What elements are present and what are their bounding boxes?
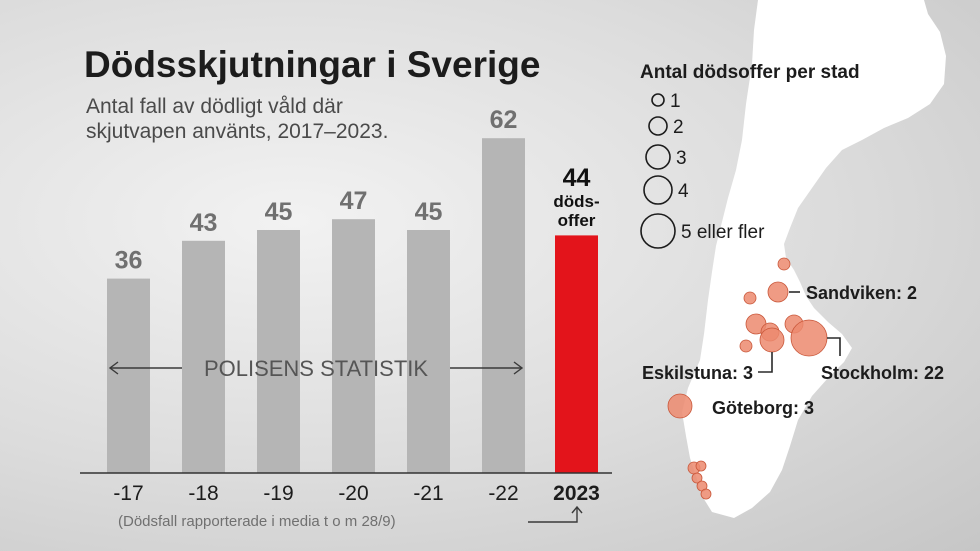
x-tick-label: -19 (263, 482, 293, 505)
legend-bubble (645, 144, 671, 170)
city-bubble (700, 488, 712, 500)
city-bubble-sandviken (767, 281, 789, 303)
bar (482, 138, 525, 473)
bar (182, 240, 225, 473)
highlight-unit-line-2: offer (558, 211, 596, 230)
x-tick-label: -18 (188, 482, 218, 505)
sweden-land (682, 0, 946, 518)
city-bubble (743, 291, 757, 305)
city-label-eskilstuna: Eskilstuna: 3 (642, 363, 753, 383)
legend-label: 5 eller fler (681, 222, 765, 243)
footnote-pointer-head (571, 505, 583, 514)
value-label: 62 (490, 106, 518, 134)
legend-label: 4 (678, 181, 689, 202)
legend-label: 1 (670, 91, 681, 112)
city-bubble (739, 339, 753, 353)
bar (407, 230, 450, 473)
city-label-sandviken: Sandviken: 2 (806, 283, 917, 303)
legend-bubble (651, 93, 665, 107)
legend-label: 3 (676, 148, 687, 169)
bar-2023 (555, 235, 598, 473)
span-arrow-head-left (108, 361, 119, 375)
x-tick-label: -20 (338, 482, 368, 505)
bar (257, 230, 300, 473)
x-tick-label: 2023 (553, 482, 600, 505)
span-arrow-head-right (513, 361, 524, 375)
city-bubble-goteborg (667, 393, 693, 419)
subtitle-line-1: Antal fall av dödligt våld där (86, 95, 343, 118)
city-label-stockholm: Stockholm: 22 (821, 363, 944, 383)
city-bubble (695, 460, 707, 472)
value-label: 43 (190, 209, 218, 237)
city-bubbles (667, 257, 828, 500)
value-label: 44 (563, 164, 591, 192)
chart-title: Dödsskjutningar i Sverige (84, 44, 541, 85)
chart-subtitle: Antal fall av dödligt våld där skjutvape… (86, 94, 486, 144)
subtitle-line-2: skjutvapen använts, 2017–2023. (86, 120, 389, 143)
x-tick-label: -21 (413, 482, 443, 505)
span-label: POLISENS STATISTIK (204, 356, 428, 381)
city-leader-lines (758, 291, 841, 373)
legend-bubbles: 1 2 3 4 5 eller fler (640, 91, 765, 249)
footnote-pointer (528, 508, 578, 523)
city-label-goteborg: Göteborg: 3 (712, 398, 814, 418)
legend-bubble (643, 175, 673, 205)
chart-footnote: (Dödsfall rapporterade i media t o m 28/… (118, 513, 396, 530)
x-tick-label: -22 (488, 482, 518, 505)
legend-bubble (648, 116, 668, 136)
legend-label: 2 (673, 117, 684, 138)
value-label: 36 (115, 247, 143, 275)
value-label: 47 (340, 187, 368, 215)
value-label: 45 (265, 198, 293, 226)
value-label: 45 (415, 198, 443, 226)
city-bubble (691, 472, 703, 484)
bar (107, 278, 150, 473)
city-bubble (777, 257, 791, 271)
highlight-unit-line-1: döds- (553, 192, 599, 211)
map-legend-title: Antal dödsoffer per stad (640, 62, 860, 83)
x-tick-label: -17 (113, 482, 143, 505)
legend-bubble (640, 213, 676, 249)
bar (332, 219, 375, 473)
